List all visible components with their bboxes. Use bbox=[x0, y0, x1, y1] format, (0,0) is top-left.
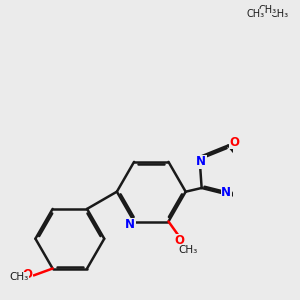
Text: O: O bbox=[22, 268, 32, 281]
Text: N: N bbox=[125, 218, 135, 231]
Text: O: O bbox=[175, 234, 184, 247]
Text: CH₃: CH₃ bbox=[271, 9, 289, 19]
Text: CH₃: CH₃ bbox=[9, 272, 28, 282]
Text: CH₃: CH₃ bbox=[178, 245, 197, 255]
Text: O: O bbox=[230, 136, 239, 148]
Text: CH₃: CH₃ bbox=[259, 5, 277, 15]
Text: CH₃: CH₃ bbox=[247, 9, 265, 19]
Text: N: N bbox=[196, 155, 206, 168]
Text: N: N bbox=[221, 186, 231, 199]
